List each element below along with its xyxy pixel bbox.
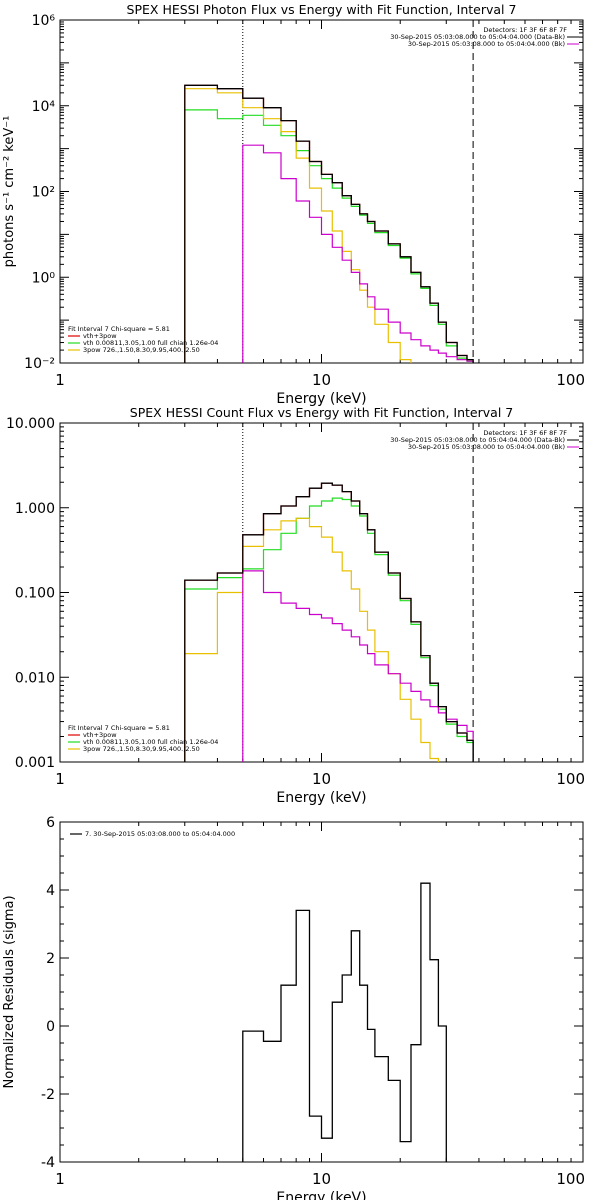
panel1-ytick-label: 10⁴ xyxy=(32,99,56,115)
panel1-series-3pow xyxy=(184,88,412,363)
panel2-xtick-label: 100 xyxy=(556,770,585,788)
panel2-xtick-label: 10 xyxy=(312,770,331,788)
panel3-ytick-label: -4 xyxy=(41,1155,55,1171)
panel2-legend-fit-label: vth 0.00811,3.05,1.00 full chian 1.26e-0… xyxy=(83,738,218,746)
panel1-xtick-label: 100 xyxy=(556,371,585,389)
panel1-series-vth-3pow xyxy=(184,84,474,363)
panel2-x-axis-label: Energy (keV) xyxy=(276,790,366,806)
panel2-ytick-label: 0.100 xyxy=(15,586,55,602)
panel1-legend-fit-header: Fit Interval 7 Chi-square = 5.81 xyxy=(68,325,170,333)
panel2-ytick-label: 10.000 xyxy=(6,416,55,432)
panel2-legend-bk-interval: 30-Sep-2015 05:03:08.000 to 05:04:04.000… xyxy=(408,443,565,451)
panel1-legend-data-interval: 30-Sep-2015 05:03:08.000 to 05:04:04.000… xyxy=(390,33,565,41)
panel1-series-vth xyxy=(184,109,474,363)
panel2-legend-data-interval: 30-Sep-2015 05:03:08.000 to 05:04:04.000… xyxy=(390,436,565,444)
panel3-x-axis-label: Energy (keV) xyxy=(276,1190,366,1200)
panel3-series-group xyxy=(242,882,447,1162)
panel2-ytick-label: 0.010 xyxy=(15,670,55,686)
panel1-y-axis-label: photons s⁻¹ cm⁻² keV⁻¹ xyxy=(2,116,17,268)
panel3-ytick-label: 0 xyxy=(46,1019,55,1035)
panel1-ytick-label: 10² xyxy=(32,185,55,201)
panel2-legend-detectors: Detectors: 1F 3F 6F 8F 7F xyxy=(483,429,567,437)
panel1-legend-fit-label: vth+3pow xyxy=(83,332,117,340)
panel3-xtick-label: 1 xyxy=(55,1170,65,1188)
panel1-legend-fit-label: 3pow 726.,1.50,8.30,9.95,400.,2.50 xyxy=(83,346,200,354)
panel1-legend-bk-interval: 30-Sep-2015 05:03:08.000 to 05:04:04.000… xyxy=(408,40,565,48)
panel1-ytick-label: 10⁰ xyxy=(32,270,56,286)
panel2-series-vth-3pow xyxy=(184,482,474,762)
panel2-title: SPEX HESSI Count Flux vs Energy with Fit… xyxy=(130,405,513,420)
panel2-frame xyxy=(59,422,584,763)
panel3-xtick-label: 10 xyxy=(312,1170,331,1188)
panel2-series-data xyxy=(184,482,474,762)
panel1-title: SPEX HESSI Photon Flux vs Energy with Fi… xyxy=(127,2,517,17)
panel1-ytick-label: 10⁻² xyxy=(24,356,55,372)
panel2-series-background xyxy=(242,570,474,762)
panel2-legend-fit-header: Fit Interval 7 Chi-square = 5.81 xyxy=(68,724,170,732)
panel2-ytick-label: 1.000 xyxy=(15,501,55,517)
panel1-series-data xyxy=(184,84,474,363)
panel2-legend-fit-label: 3pow 726.,1.50,8.30,9.95,400.,2.50 xyxy=(83,745,200,753)
panel2-series-vth xyxy=(184,497,474,762)
panel3-ytick-label: -2 xyxy=(41,1087,55,1103)
panel3-frame xyxy=(59,821,584,1163)
panel1-x-axis-label: Energy (keV) xyxy=(276,391,366,407)
panel2-series-3pow xyxy=(184,517,439,762)
panel1-xtick-label: 10 xyxy=(312,371,331,389)
panel3-y-axis-label: Normalized Residuals (sigma) xyxy=(2,895,17,1088)
panel2-series-group xyxy=(184,482,474,762)
panel3-ytick-label: 2 xyxy=(46,951,55,967)
panel1-series-group xyxy=(184,84,474,363)
panel1-legend-detectors: Detectors: 1F 3F 6F 8F 7F xyxy=(483,26,567,34)
panel1-legend-fit-label: vth 0.00811,3.05,1.00 full chian 1.26e-0… xyxy=(83,339,218,347)
panel2-xtick-label: 1 xyxy=(55,770,65,788)
panel3-series-residuals xyxy=(242,882,447,1162)
panel1-series-background xyxy=(242,144,474,363)
panel3-legend-residual-label: 7. 30-Sep-2015 05:03:08.000 to 05:04:04.… xyxy=(85,830,235,838)
panel2-ytick-label: 0.001 xyxy=(15,755,55,771)
panel1-xtick-label: 1 xyxy=(55,371,65,389)
panel3-ytick-label: 4 xyxy=(46,883,55,899)
panel1-ytick-label: 10⁶ xyxy=(32,13,56,29)
panel2-legend-fit-label: vth+3pow xyxy=(83,731,117,739)
panel3-xtick-label: 100 xyxy=(556,1170,585,1188)
panel3-ytick-label: 6 xyxy=(46,815,55,831)
